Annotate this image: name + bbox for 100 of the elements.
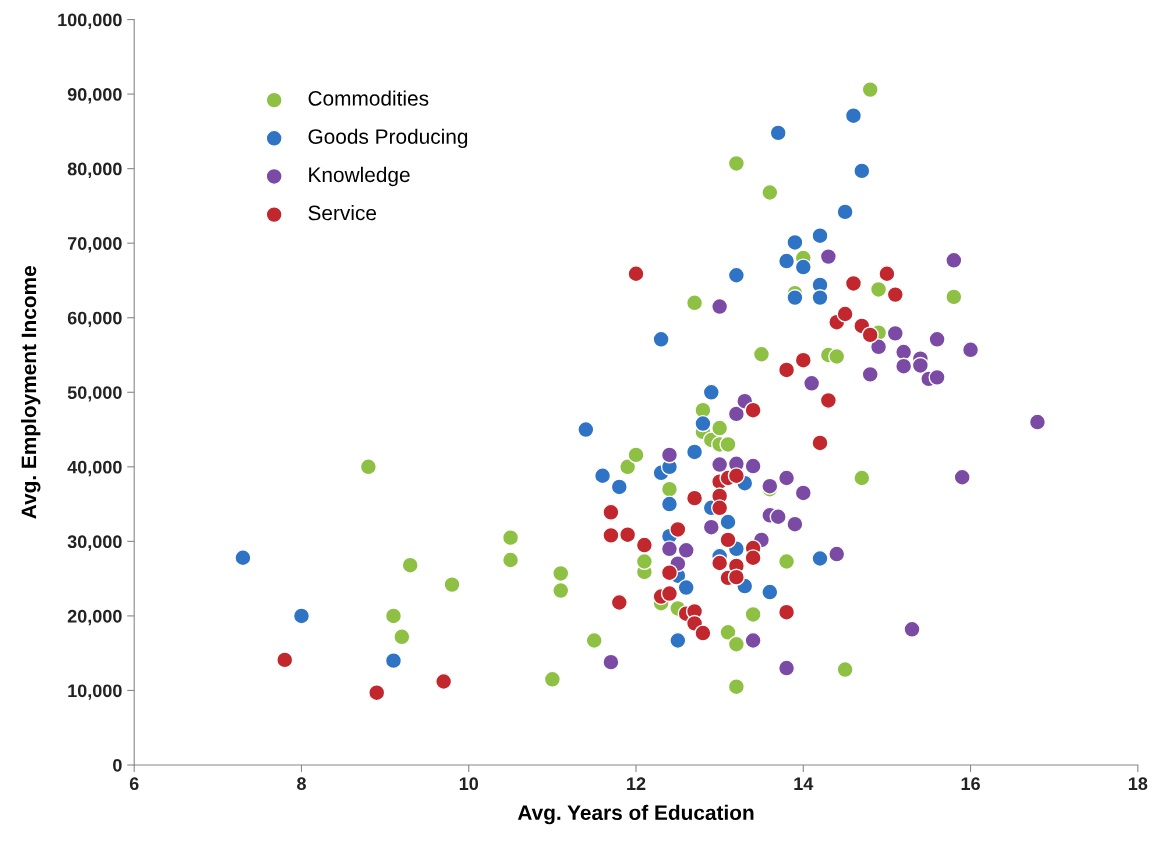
point — [602, 526, 620, 545]
y-tick-label: 90,000 — [67, 88, 122, 104]
point — [359, 458, 377, 476]
point — [836, 203, 854, 221]
point — [777, 603, 796, 621]
point — [895, 357, 913, 375]
point — [727, 678, 745, 696]
point — [853, 162, 871, 180]
point — [777, 252, 796, 270]
point — [786, 515, 804, 533]
point — [727, 467, 745, 485]
point — [727, 154, 745, 173]
point — [593, 467, 612, 485]
point — [744, 605, 762, 624]
point — [769, 508, 787, 526]
point — [677, 541, 695, 559]
y-tick-label: 80,000 — [67, 162, 122, 178]
point — [777, 552, 796, 571]
point — [869, 280, 888, 299]
point — [719, 513, 737, 531]
point — [660, 480, 679, 498]
point — [585, 631, 603, 650]
point — [685, 443, 704, 461]
point — [602, 653, 620, 671]
point — [384, 652, 403, 670]
point — [761, 583, 779, 601]
point — [777, 361, 796, 379]
point — [878, 265, 896, 283]
point — [1028, 413, 1047, 431]
point — [886, 286, 904, 304]
y-tick-label: 0 — [113, 758, 122, 772]
point — [368, 684, 386, 702]
point — [694, 624, 712, 642]
point — [669, 631, 687, 650]
point — [652, 330, 670, 348]
legend-label: Service — [308, 204, 377, 221]
y-tick-label: 50,000 — [67, 386, 122, 402]
point — [292, 607, 311, 625]
point — [811, 227, 829, 245]
point — [677, 578, 695, 597]
point — [635, 536, 653, 554]
point — [276, 651, 294, 669]
point — [711, 297, 729, 316]
legend-label: Knowledge — [309, 166, 410, 187]
point — [619, 526, 637, 544]
point — [803, 374, 821, 392]
point — [828, 545, 846, 563]
point — [627, 446, 645, 464]
point — [961, 341, 980, 359]
y-axis-title: Avg. Employment Income — [20, 266, 41, 519]
x-tick-label: 18 — [1128, 777, 1148, 791]
point — [660, 584, 679, 603]
point — [786, 233, 804, 252]
point — [811, 434, 829, 452]
x-tick-label: 12 — [627, 777, 646, 790]
point — [711, 419, 729, 437]
point — [811, 288, 829, 307]
point — [861, 81, 879, 99]
point — [819, 247, 837, 266]
point — [861, 326, 879, 344]
point — [552, 581, 570, 600]
y-tick-label: 70,000 — [67, 237, 122, 253]
point — [635, 552, 653, 571]
point — [660, 495, 679, 513]
point — [844, 107, 863, 125]
point — [861, 365, 879, 383]
point — [685, 489, 704, 507]
point — [953, 468, 971, 486]
point — [794, 351, 812, 369]
point — [234, 549, 252, 567]
point — [443, 575, 461, 594]
y-tick-label: 30,000 — [67, 535, 122, 551]
point — [744, 631, 762, 650]
legend-label: Commodities — [308, 90, 429, 106]
x-tick-label: 6 — [129, 777, 139, 791]
x-tick-label: 16 — [961, 777, 980, 791]
point — [777, 659, 796, 677]
point — [727, 635, 745, 653]
point — [794, 258, 812, 276]
point — [660, 564, 679, 582]
point — [501, 551, 520, 569]
point — [627, 265, 645, 283]
point — [886, 324, 904, 342]
point — [702, 383, 720, 401]
point — [744, 401, 762, 419]
point — [727, 568, 745, 586]
point — [711, 499, 729, 517]
point — [660, 540, 679, 558]
point — [836, 305, 854, 323]
point — [752, 345, 771, 363]
y-tick-label: 60,000 — [67, 311, 122, 328]
point — [828, 347, 846, 366]
point — [719, 435, 737, 454]
point — [719, 623, 737, 641]
point — [853, 469, 871, 487]
point — [811, 549, 829, 568]
point — [786, 288, 804, 307]
point — [744, 549, 762, 567]
point — [869, 338, 888, 356]
legend-label: Goods Producing — [308, 128, 468, 149]
